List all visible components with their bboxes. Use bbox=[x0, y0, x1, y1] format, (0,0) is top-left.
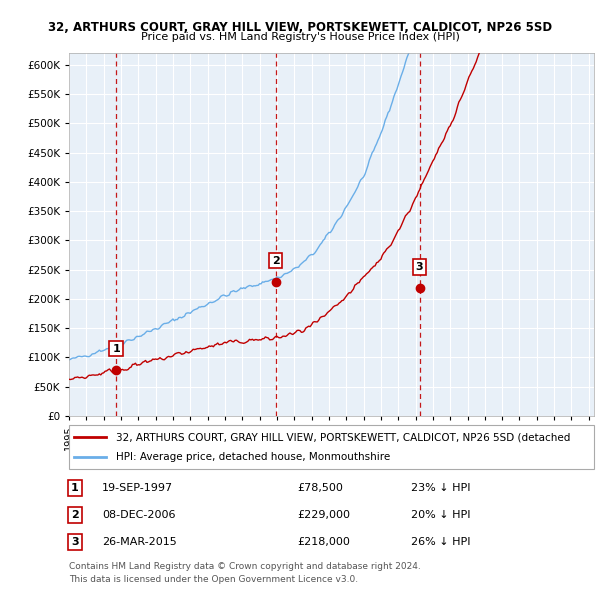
Text: This data is licensed under the Open Government Licence v3.0.: This data is licensed under the Open Gov… bbox=[69, 575, 358, 584]
Text: 2: 2 bbox=[272, 255, 280, 266]
FancyBboxPatch shape bbox=[69, 425, 594, 469]
Text: 2: 2 bbox=[71, 510, 79, 520]
Text: 32, ARTHURS COURT, GRAY HILL VIEW, PORTSKEWETT, CALDICOT, NP26 5SD: 32, ARTHURS COURT, GRAY HILL VIEW, PORTS… bbox=[48, 21, 552, 34]
Text: £78,500: £78,500 bbox=[297, 483, 343, 493]
Text: 3: 3 bbox=[416, 262, 424, 272]
Text: 1: 1 bbox=[71, 483, 79, 493]
Text: 3: 3 bbox=[71, 537, 79, 547]
Text: £229,000: £229,000 bbox=[297, 510, 350, 520]
Text: 08-DEC-2006: 08-DEC-2006 bbox=[102, 510, 176, 520]
Text: 26-MAR-2015: 26-MAR-2015 bbox=[102, 537, 177, 547]
Text: 1: 1 bbox=[112, 343, 120, 353]
Text: Contains HM Land Registry data © Crown copyright and database right 2024.: Contains HM Land Registry data © Crown c… bbox=[69, 562, 421, 571]
Text: 32, ARTHURS COURT, GRAY HILL VIEW, PORTSKEWETT, CALDICOT, NP26 5SD (detached: 32, ARTHURS COURT, GRAY HILL VIEW, PORTS… bbox=[116, 432, 571, 442]
Text: 26% ↓ HPI: 26% ↓ HPI bbox=[411, 537, 470, 547]
Text: Price paid vs. HM Land Registry's House Price Index (HPI): Price paid vs. HM Land Registry's House … bbox=[140, 32, 460, 42]
Text: 20% ↓ HPI: 20% ↓ HPI bbox=[411, 510, 470, 520]
Text: 23% ↓ HPI: 23% ↓ HPI bbox=[411, 483, 470, 493]
Text: 19-SEP-1997: 19-SEP-1997 bbox=[102, 483, 173, 493]
Text: HPI: Average price, detached house, Monmouthshire: HPI: Average price, detached house, Monm… bbox=[116, 452, 391, 461]
Text: £218,000: £218,000 bbox=[297, 537, 350, 547]
